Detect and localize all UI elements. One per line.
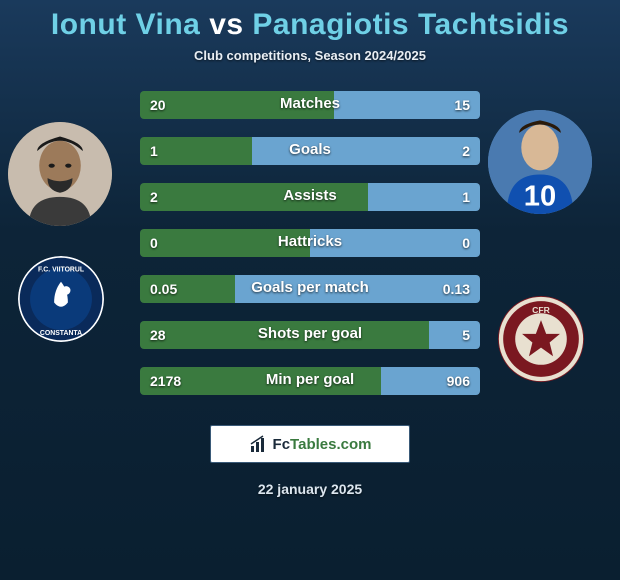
player1-avatar [8,122,112,226]
comparison-title: Ionut Vina vs Panagiotis Tachtsidis [0,8,620,42]
vs-text: vs [209,8,243,41]
player1-name: Ionut Vina [51,8,200,41]
brand-chart-icon [249,434,269,454]
svg-text:10: 10 [524,181,556,213]
stat-label: Shots per goal [140,325,480,342]
stat-label: Hattricks [140,233,480,250]
brand-card: FcTables.com [210,425,410,463]
stat-row: 2015Matches [140,91,480,119]
stat-row: 21Assists [140,183,480,211]
comparison-bars: 2015Matches 12Goals 21Assists 00Hattricks 0.… [140,91,480,395]
stat-row: 12Goals [140,137,480,165]
stat-row: 285Shots per goal [140,321,480,349]
svg-text:F.C. VIITORUL: F.C. VIITORUL [38,266,84,273]
player2-avatar: 10 [488,110,592,214]
stat-label: Min per goal [140,371,480,388]
stat-label: Assists [140,187,480,204]
subtitle: Club competitions, Season 2024/2025 [0,48,620,63]
brand-text: FcTables.com [273,436,372,453]
svg-text:CONSTANTA: CONSTANTA [40,330,82,337]
stat-row: 00Hattricks [140,229,480,257]
player2-name: Panagiotis Tachtsidis [252,8,569,41]
stat-row: 0.050.13Goals per match [140,275,480,303]
stat-label: Matches [140,95,480,112]
comparison-date: 22 january 2025 [0,481,620,497]
stat-row: 2178906Min per goal [140,367,480,395]
player2-club-badge: CFR [498,296,584,382]
player1-club-badge: F.C. VIITORUL CONSTANTA [18,256,104,342]
svg-text:CFR: CFR [532,305,550,315]
stat-label: Goals [140,141,480,158]
stat-label: Goals per match [140,279,480,296]
